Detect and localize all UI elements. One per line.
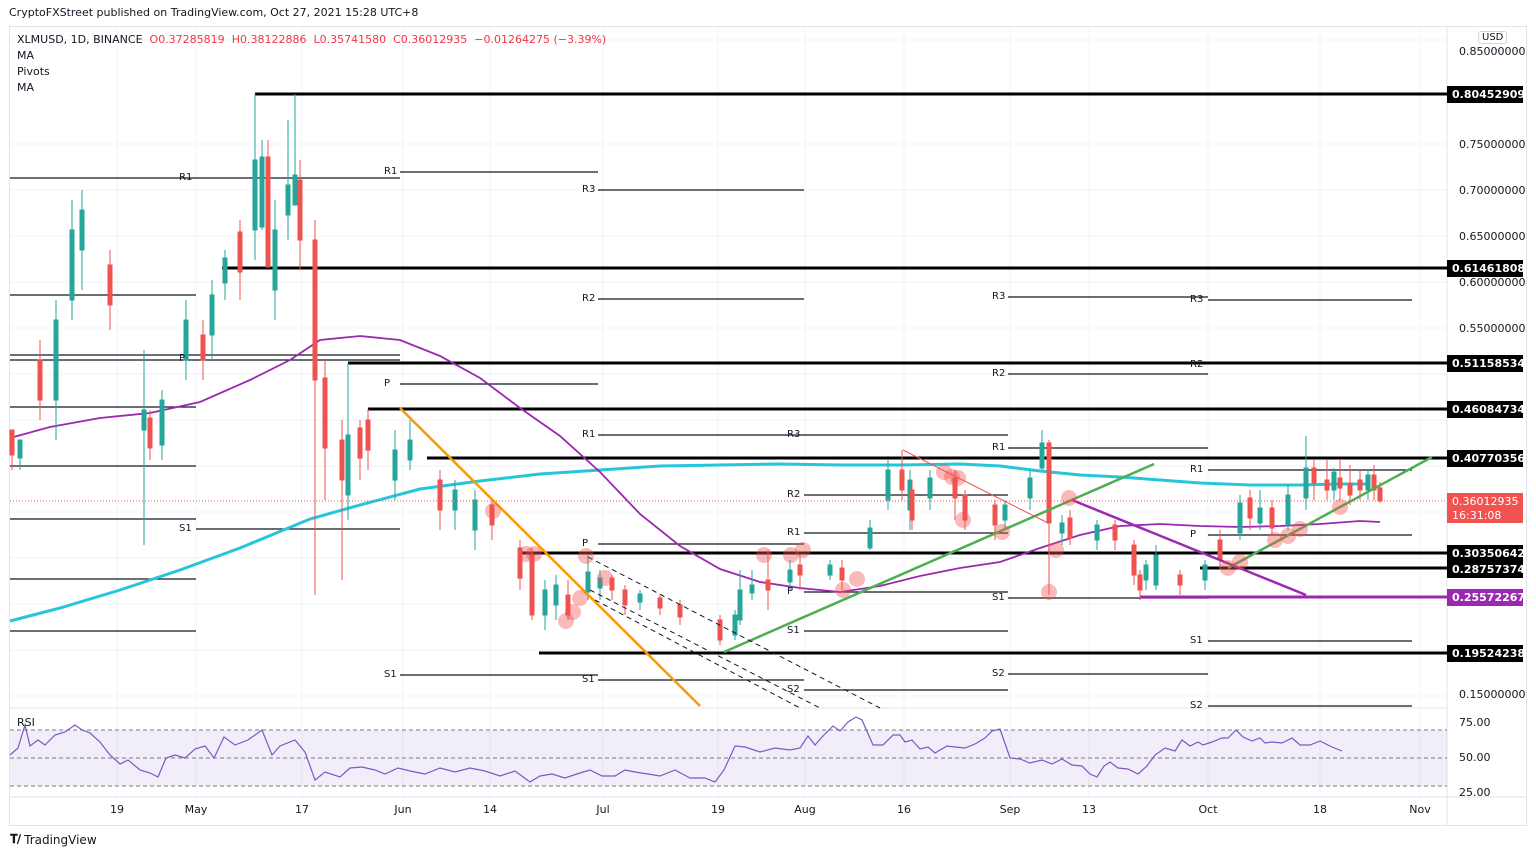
price-tick: 0.15000000 xyxy=(1459,688,1526,701)
time-tick: Oct xyxy=(1198,803,1218,816)
pivot-label: S1 xyxy=(384,669,397,680)
level-tag: 0.28757374 xyxy=(1447,561,1525,578)
pivot-label: S2 xyxy=(1190,700,1203,711)
pivot-label: S1 xyxy=(992,592,1005,603)
pivot-label: P xyxy=(582,538,589,549)
pivot-label: R2 xyxy=(992,368,1006,379)
pivot-label: S1 xyxy=(1190,635,1203,646)
chart-legend: XLMUSD, 1D, BINANCE O0.37285819 H0.38122… xyxy=(17,32,606,96)
indicator-ma-2[interactable]: MA xyxy=(17,81,35,94)
brand-text: TradingView xyxy=(24,832,97,847)
pivot-lines xyxy=(10,171,1412,707)
close-value: C0.36012935 xyxy=(393,33,468,46)
grid xyxy=(10,27,1447,797)
indicator-pivots[interactable]: Pivots xyxy=(17,65,50,78)
time-tick: 18 xyxy=(1313,803,1327,816)
time-tick: 19 xyxy=(711,803,725,816)
low-value: L0.35741580 xyxy=(313,33,387,46)
currency-button[interactable]: USD xyxy=(1478,31,1508,44)
time-tick: May xyxy=(184,803,208,816)
level-tag: 0.61461808 xyxy=(1447,260,1525,277)
pivot-label: S1 xyxy=(787,625,800,636)
price-tick: 0.55000000 xyxy=(1459,322,1526,335)
chart-frame[interactable] xyxy=(9,26,1527,826)
pivot-label: R1 xyxy=(992,442,1006,453)
time-tick: Jun xyxy=(394,803,412,816)
time-tick: Nov xyxy=(1409,803,1431,816)
rsi-tick: 25.00 xyxy=(1459,786,1491,799)
touch-markers xyxy=(485,464,1348,629)
level-tag: 0.51158534 xyxy=(1447,355,1525,372)
price-tick: 0.60000000 xyxy=(1459,276,1526,289)
pivot-label: R1 xyxy=(1190,464,1204,475)
key-levels xyxy=(222,92,1447,655)
pivot-label: R1 xyxy=(787,527,801,538)
rsi-label[interactable]: RSI xyxy=(17,716,35,729)
price-tick: 0.85000000 xyxy=(1459,45,1526,58)
bar-countdown: 16:31:08 xyxy=(1452,509,1502,522)
level-tag-support: 0.25572267 xyxy=(1447,589,1525,606)
pivot-label: S2 xyxy=(992,668,1005,679)
pivot-label: R1 xyxy=(179,172,193,183)
open-value: O0.37285819 xyxy=(149,33,225,46)
indicator-ma-1[interactable]: MA xyxy=(17,49,35,62)
pivot-label: S2 xyxy=(787,684,800,695)
time-tick: 17 xyxy=(295,803,309,816)
descending-channel xyxy=(587,556,881,709)
uptrend-line-green-2 xyxy=(1227,455,1433,570)
time-tick: Jul xyxy=(596,803,610,816)
ma-fast-line xyxy=(9,335,1381,593)
price-tick: 0.70000000 xyxy=(1459,184,1526,197)
pivot-label: R3 xyxy=(992,291,1006,302)
downtrend-line-red-thin xyxy=(902,449,1049,524)
pivot-label: R2 xyxy=(787,489,801,500)
time-tick: 14 xyxy=(483,803,497,816)
pivot-label: R1 xyxy=(582,429,596,440)
pivot-label: P xyxy=(384,378,391,389)
level-tag: 0.80452909 xyxy=(1447,86,1525,103)
pivot-label: R3 xyxy=(1190,294,1204,305)
pivot-label: R1 xyxy=(384,166,398,177)
rsi-tick: 50.00 xyxy=(1459,751,1491,764)
tradingview-brand[interactable]: 𝐓∕ TradingView xyxy=(10,832,97,847)
time-tick: Sep xyxy=(999,803,1021,816)
pivot-label: R3 xyxy=(787,429,801,440)
time-tick: Aug xyxy=(794,803,816,816)
time-tick: 13 xyxy=(1082,803,1096,816)
time-tick: 19 xyxy=(110,803,124,816)
pivot-label: R3 xyxy=(582,184,596,195)
current-price: 0.36012935 xyxy=(1452,495,1519,508)
tradingview-logo-icon: 𝐓∕ xyxy=(10,832,21,846)
symbol-label[interactable]: XLMUSD, 1D, BINANCE xyxy=(17,33,143,46)
price-tick: 0.65000000 xyxy=(1459,230,1526,243)
price-tick: 0.75000000 xyxy=(1459,138,1526,151)
current-price-tag: 0.36012935 16:31:08 xyxy=(1447,493,1523,523)
rsi-tick: 75.00 xyxy=(1459,716,1491,729)
downtrend-line-purple xyxy=(1071,498,1307,597)
pivot-label: R2 xyxy=(582,293,596,304)
level-tag: 0.19524238 xyxy=(1447,645,1525,662)
pivot-label: P xyxy=(1190,529,1197,540)
change-value: −0.01264275 (−3.39%) xyxy=(474,33,607,46)
time-tick: 16 xyxy=(897,803,911,816)
level-tag: 0.46084734 xyxy=(1447,401,1525,418)
pivot-label: R2 xyxy=(1190,359,1204,370)
pivot-label: S1 xyxy=(179,523,192,534)
rsi-line xyxy=(9,716,1343,783)
pivot-label: P xyxy=(179,353,186,364)
level-tag: 0.40770356 xyxy=(1447,450,1525,467)
high-value: H0.38122886 xyxy=(231,33,307,46)
pivot-label: S1 xyxy=(582,674,595,685)
candles xyxy=(9,94,1383,645)
published-caption: CryptoFXStreet published on TradingView.… xyxy=(9,6,419,19)
downtrend-line-orange xyxy=(399,407,701,707)
level-tag: 0.30350642 xyxy=(1447,545,1525,562)
pivot-label: P xyxy=(787,586,794,597)
uptrend-line-green-1 xyxy=(723,462,1155,654)
ma-slow-line xyxy=(9,462,1370,623)
